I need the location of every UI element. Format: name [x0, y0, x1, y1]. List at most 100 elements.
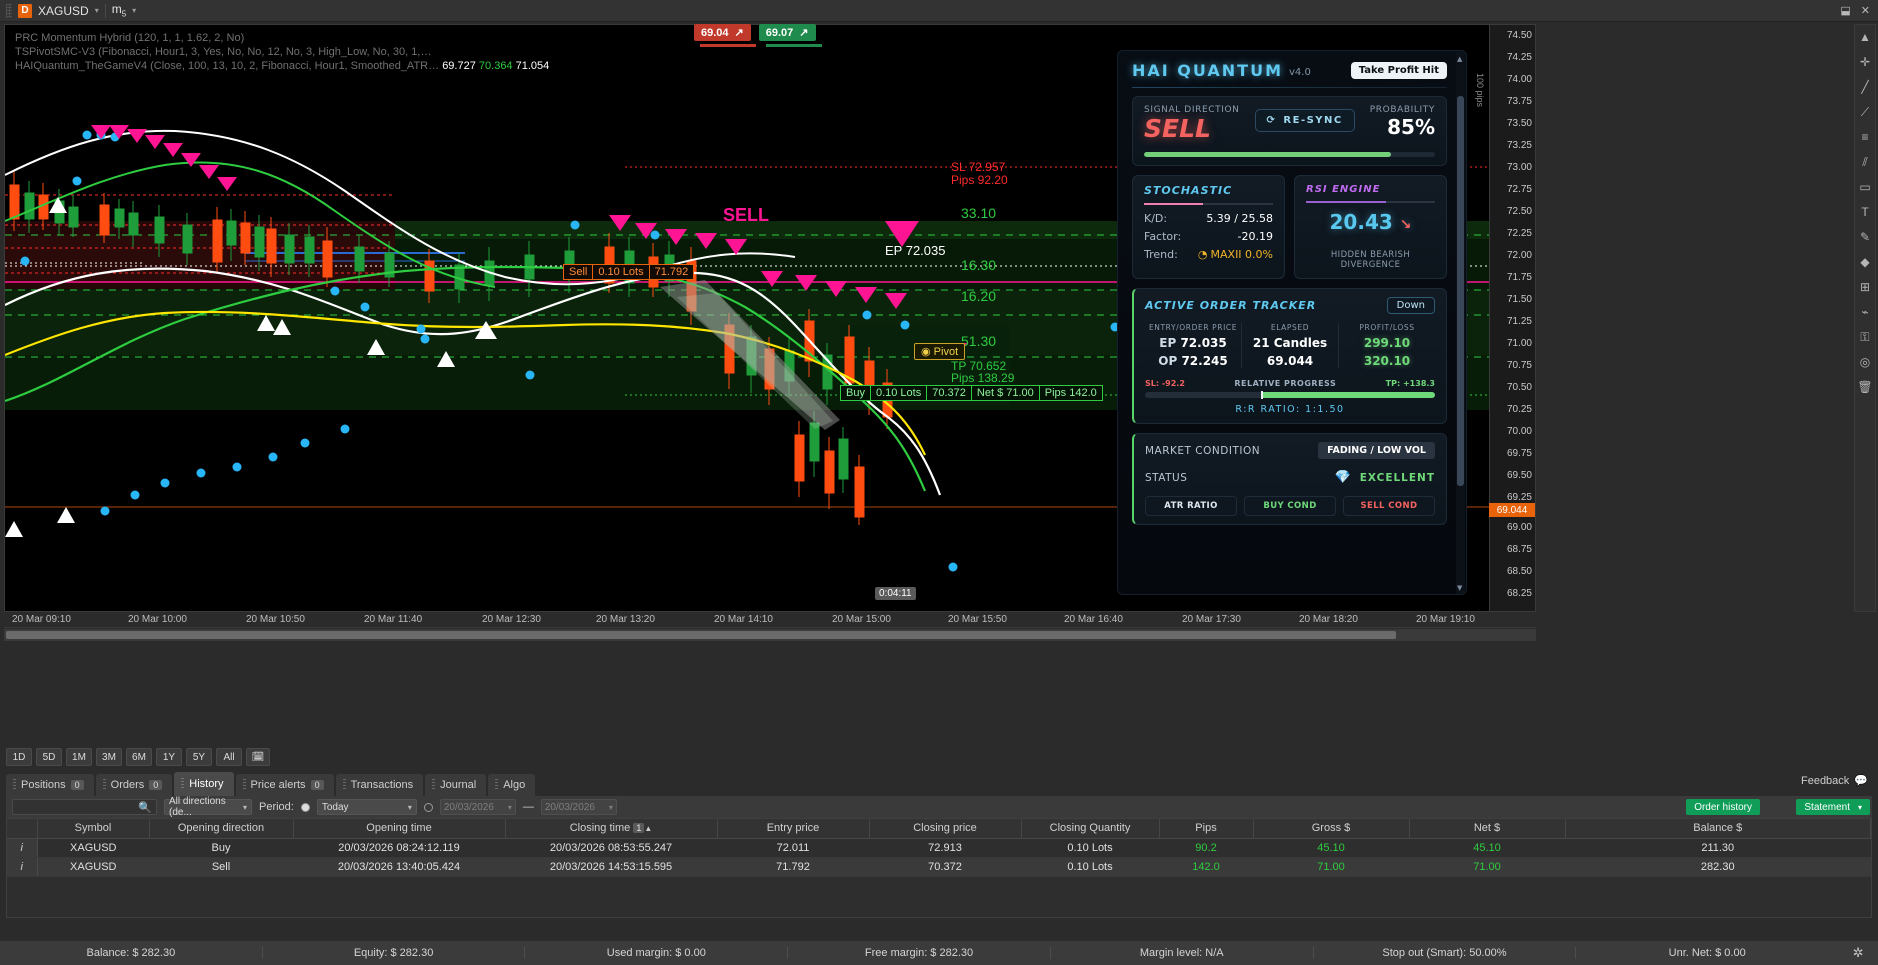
minimize-icon[interactable]: ⬓: [1840, 5, 1851, 17]
timeframe-label[interactable]: m5: [111, 2, 127, 19]
scrollbar-thumb[interactable]: [6, 631, 1396, 639]
history-table[interactable]: Symbol Opening direction Opening time Cl…: [6, 818, 1872, 918]
hai-quantum-panel[interactable]: HAI QUANTUM v4.0 Take Profit Hit SIGNAL …: [1117, 50, 1467, 595]
tab-positions[interactable]: Positions 0: [6, 774, 94, 796]
take-profit-hit-button[interactable]: Take Profit Hit: [1350, 62, 1447, 79]
measure-icon[interactable]: ⊞: [1859, 280, 1871, 294]
pivot-tag[interactable]: ◉ Pivot: [914, 343, 966, 360]
row-net: 45.10: [1409, 838, 1565, 858]
drag-handle-icon[interactable]: [6, 3, 12, 18]
price-axis[interactable]: 74.50 74.25 74.00 73.75 73.50 73.25 73.0…: [1489, 25, 1535, 611]
timeframe-button-5y[interactable]: 5Y: [186, 748, 212, 766]
re-sync-button[interactable]: ⟳ RE-SYNC: [1254, 109, 1355, 132]
timeframe-button-5d[interactable]: 5D: [36, 748, 62, 766]
timeframe-button-3m[interactable]: 3M: [96, 748, 122, 766]
symbol-chevron-down-icon[interactable]: ▾: [94, 6, 99, 15]
rectangle-icon[interactable]: ▭: [1859, 180, 1871, 194]
trash-icon[interactable]: 🗑: [1857, 380, 1873, 394]
col-symbol[interactable]: Symbol: [37, 819, 150, 839]
hai-version-label: v4.0: [1289, 67, 1311, 78]
stochastic-bar: [1144, 203, 1273, 205]
buy-order-net: Net $ 71.00: [972, 386, 1040, 400]
indicator-line-1: PRC Momentum Hybrid (120, 1, 1, 1.62, 2,…: [15, 32, 245, 44]
date-to-field[interactable]: 20/03/2026 ▾: [540, 799, 617, 815]
magnet-icon[interactable]: ⌁: [1861, 305, 1869, 319]
price-tick: 74.50: [1506, 30, 1532, 41]
date-from-field[interactable]: 20/03/2026 ▾: [439, 799, 516, 815]
timeframe-button-6m[interactable]: 6M: [126, 748, 152, 766]
hai-panel-scrollbar[interactable]: ▲ ▼: [1456, 52, 1465, 594]
col-closing-price[interactable]: Closing price: [869, 819, 1022, 839]
col-pips[interactable]: Pips: [1159, 819, 1254, 839]
buy-order-tag[interactable]: Buy 0.10 Lots 70.372 Net $ 71.00 Pips 14…: [840, 385, 1103, 401]
timeframe-chevron-down-icon[interactable]: ▾: [132, 6, 137, 15]
col-balance[interactable]: Balance $: [1565, 819, 1871, 839]
close-icon[interactable]: ✕: [1860, 5, 1870, 17]
col-opening-direction[interactable]: Opening direction: [149, 819, 294, 839]
tab-orders[interactable]: Orders 0: [95, 774, 173, 796]
buy-quote-button[interactable]: 69.07 ↗: [758, 24, 816, 41]
time-axis[interactable]: 20 Mar 09:10 20 Mar 10:00 20 Mar 10:50 2…: [4, 612, 1536, 628]
scroll-up-icon[interactable]: ▲: [1457, 55, 1463, 63]
crosshair-icon[interactable]: ✛: [1859, 55, 1871, 69]
time-tick: 20 Mar 12:30: [482, 614, 541, 625]
col-closing-quantity[interactable]: Closing Quantity: [1021, 819, 1160, 839]
lock-icon[interactable]: ⚿: [1860, 329, 1870, 344]
market-condition-label: MARKET CONDITION: [1145, 444, 1261, 457]
signal-strength-bar: [1144, 152, 1435, 157]
direction-down-button[interactable]: Down: [1386, 297, 1435, 314]
row-info-icon[interactable]: i: [7, 838, 38, 858]
period-select[interactable]: Today ▾: [316, 799, 417, 815]
tab-history[interactable]: History: [174, 772, 234, 796]
trend-value-wrap: ◔ MAXII 0.0%: [1198, 248, 1273, 261]
title-bar: D XAGUSD ▾ m5 ▾ ⬓ ✕: [0, 0, 1878, 22]
feedback-button[interactable]: Feedback 💬: [1800, 774, 1868, 788]
tab-algo[interactable]: Algo: [488, 774, 536, 796]
table-row[interactable]: i XAGUSD Buy 20/03/2026 08:24:12.119 20/…: [7, 838, 1871, 858]
table-row[interactable]: i XAGUSD Sell 20/03/2026 13:40:05.424 20…: [7, 857, 1871, 877]
sell-quote-button[interactable]: 69.04 ↗: [694, 24, 751, 41]
col-closing-time[interactable]: Closing time 1 ▲: [505, 819, 718, 839]
directions-select[interactable]: All directions (de... ▾: [164, 796, 252, 818]
kd-label: K/D:: [1144, 212, 1168, 225]
col-entry-price[interactable]: Entry price: [717, 819, 870, 839]
period-radio-selected[interactable]: [300, 802, 310, 812]
statement-button[interactable]: Statement ▾: [1796, 799, 1870, 815]
tab-journal-label: Journal: [440, 779, 477, 791]
brush-icon[interactable]: ✎: [1859, 230, 1871, 244]
custom-range-radio[interactable]: [423, 802, 433, 812]
row-closing-price: 70.372: [869, 857, 1021, 877]
shapes-icon[interactable]: ◆: [1860, 255, 1870, 269]
chart-tools-sidebar[interactable]: ▲ ✛ ╱ ⟋ ≡ ⫽ ▭ T ✎ ◆ ⊞ ⌁ ⚿ ◎ 🗑: [1854, 24, 1876, 612]
ray-icon[interactable]: ⟋: [1860, 104, 1870, 119]
tp-label: TP: +138.3: [1385, 379, 1435, 388]
search-input[interactable]: 🔍: [12, 799, 157, 815]
sell-order-tag[interactable]: Sell 0.10 Lots 71.792: [563, 264, 695, 280]
hai-scrollbar-thumb[interactable]: [1457, 96, 1464, 486]
visibility-icon[interactable]: ◎: [1859, 355, 1871, 369]
price-tick: 73.00: [1506, 162, 1532, 173]
feedback-label: Feedback: [1800, 774, 1850, 787]
cursor-icon[interactable]: ▲: [1859, 30, 1871, 44]
scroll-down-icon[interactable]: ▼: [1457, 584, 1463, 592]
calendar-icon[interactable]: 🗓: [246, 748, 270, 766]
symbol-label[interactable]: XAGUSD: [38, 3, 89, 18]
order-history-button[interactable]: Order history: [1686, 799, 1760, 815]
timeframe-button-1y[interactable]: 1Y: [156, 748, 182, 766]
timeframe-button-1d[interactable]: 1D: [6, 748, 32, 766]
col-net[interactable]: Net $: [1409, 819, 1566, 839]
channel-icon[interactable]: ⫽: [1862, 154, 1868, 169]
tab-transactions[interactable]: Transactions: [335, 774, 424, 796]
settings-gear-icon[interactable]: ✲: [1852, 945, 1864, 960]
text-icon[interactable]: T: [1861, 205, 1869, 219]
tab-price-alerts[interactable]: Price alerts 0: [235, 774, 334, 796]
fibonacci-icon[interactable]: ≡: [1861, 130, 1869, 144]
trendline-icon[interactable]: ╱: [1861, 80, 1869, 94]
col-opening-time[interactable]: Opening time: [293, 819, 506, 839]
timeframe-button-1m[interactable]: 1M: [66, 748, 92, 766]
timeframe-button-all[interactable]: All: [216, 748, 242, 766]
chart-horizontal-scrollbar[interactable]: ◀: [4, 629, 1536, 641]
col-gross[interactable]: Gross $: [1253, 819, 1410, 839]
row-info-icon[interactable]: i: [7, 857, 38, 877]
tab-journal[interactable]: Journal: [425, 774, 487, 796]
